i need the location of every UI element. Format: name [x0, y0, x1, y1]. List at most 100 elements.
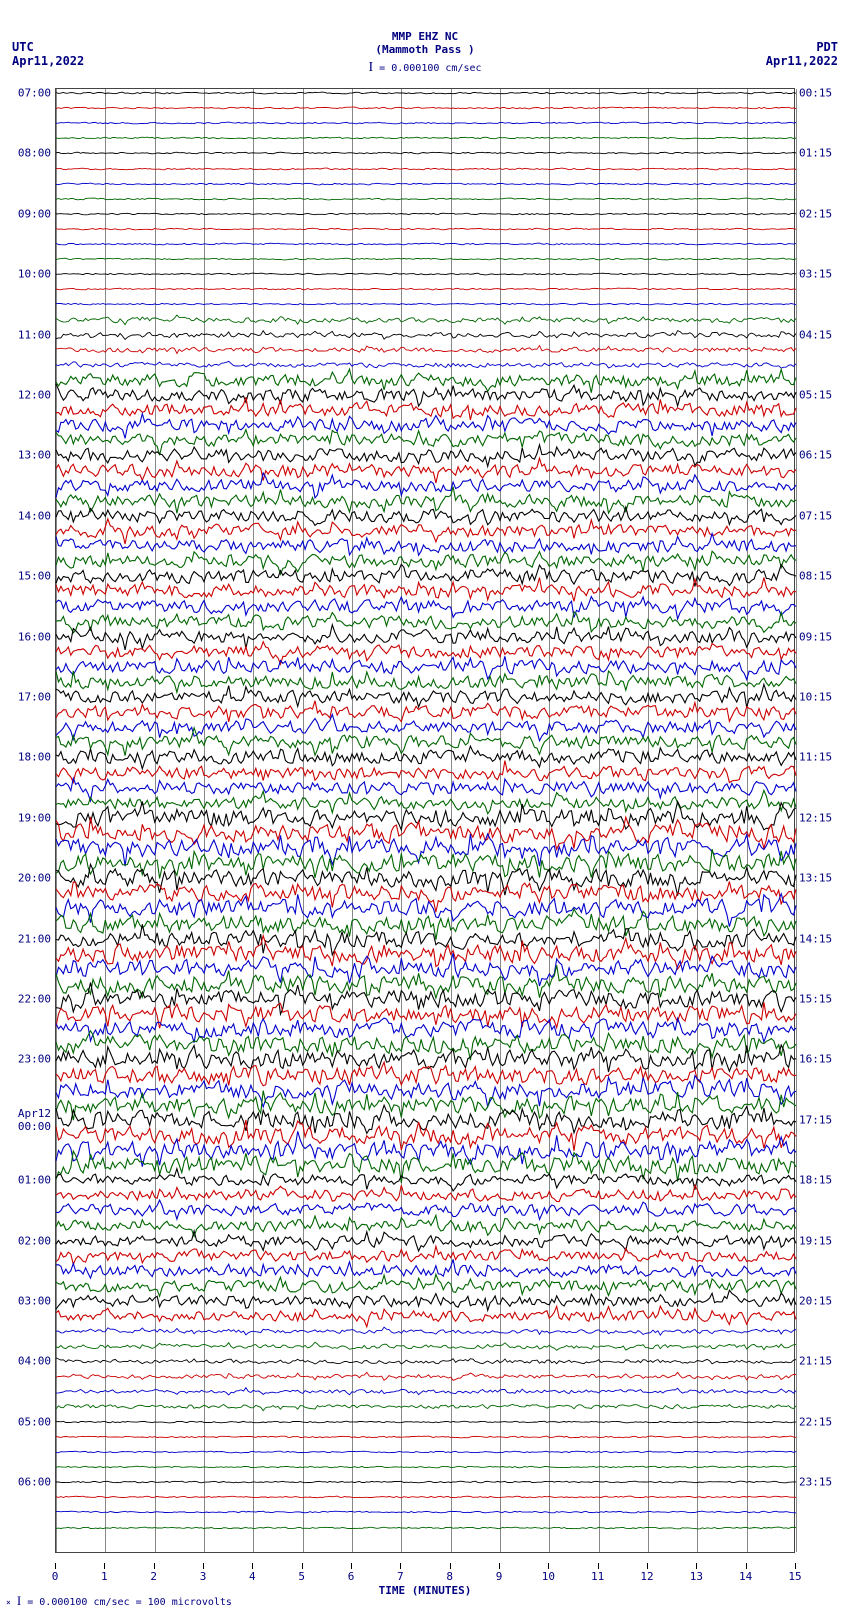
seismic-trace — [56, 1479, 796, 1485]
x-tick — [450, 1563, 451, 1569]
seismic-trace — [56, 1525, 796, 1531]
y-label-left: 21:00 — [6, 932, 51, 945]
y-label-right: 23:15 — [799, 1476, 844, 1489]
x-tick-label: 4 — [249, 1570, 256, 1583]
y-label-left: 18:00 — [6, 751, 51, 764]
x-tick — [252, 1563, 253, 1569]
y-label-left: 11:00 — [6, 328, 51, 341]
y-label-right: 02:15 — [799, 207, 844, 220]
y-label-left: 14:00 — [6, 509, 51, 522]
seismic-trace — [56, 241, 796, 247]
x-tick-label: 1 — [101, 1570, 108, 1583]
seismic-trace — [56, 1494, 796, 1500]
station-code: MMP EHZ NC — [0, 30, 850, 43]
y-label-right: 06:15 — [799, 449, 844, 462]
x-tick-label: 9 — [496, 1570, 503, 1583]
seismic-trace — [56, 196, 796, 202]
y-label-left: 22:00 — [6, 993, 51, 1006]
x-tick-label: 14 — [739, 1570, 752, 1583]
y-label-left: 13:00 — [6, 449, 51, 462]
seismic-trace — [56, 166, 796, 172]
x-tick-label: 7 — [397, 1570, 404, 1583]
y-label-left: 19:00 — [6, 811, 51, 824]
x-tick-label: 13 — [690, 1570, 703, 1583]
y-label-left: 05:00 — [6, 1415, 51, 1428]
x-tick — [696, 1563, 697, 1569]
y-label-right: 10:15 — [799, 691, 844, 704]
x-tick — [154, 1563, 155, 1569]
x-tick-label: 3 — [200, 1570, 207, 1583]
y-label-right: 19:15 — [799, 1234, 844, 1247]
y-label-left: 07:00 — [6, 87, 51, 100]
y-label-right: 18:15 — [799, 1174, 844, 1187]
seismic-trace — [56, 150, 796, 156]
seismic-trace — [56, 211, 796, 217]
x-tick — [55, 1563, 56, 1569]
x-tick-label: 5 — [298, 1570, 305, 1583]
x-tick — [400, 1563, 401, 1569]
y-label-left: Apr1200:00 — [6, 1107, 51, 1133]
seismic-trace — [56, 1384, 796, 1399]
gridline — [796, 89, 797, 1552]
seismic-trace — [56, 1354, 796, 1369]
y-label-left: 06:00 — [6, 1476, 51, 1489]
y-label-right: 09:15 — [799, 630, 844, 643]
y-label-right: 13:15 — [799, 872, 844, 885]
seismic-trace — [56, 1369, 796, 1384]
y-label-left: 02:00 — [6, 1234, 51, 1247]
x-tick-label: 6 — [348, 1570, 355, 1583]
y-label-left: 20:00 — [6, 872, 51, 885]
chart-header: MMP EHZ NC (Mammoth Pass ) — [0, 0, 850, 56]
footer-text: = 0.000100 cm/sec = 100 microvolts — [27, 1597, 232, 1608]
footer-scale: × I = 0.000100 cm/sec = 100 microvolts — [6, 1593, 232, 1609]
y-label-right: 05:15 — [799, 389, 844, 402]
seismic-trace — [56, 286, 796, 292]
x-tick — [647, 1563, 648, 1569]
y-label-left: 08:00 — [6, 147, 51, 160]
x-tick-label: 0 — [52, 1570, 59, 1583]
seismic-trace — [56, 1339, 796, 1354]
y-label-left: 17:00 — [6, 691, 51, 704]
y-label-right: 04:15 — [799, 328, 844, 341]
y-label-left: 04:00 — [6, 1355, 51, 1368]
x-tick — [499, 1563, 500, 1569]
y-label-left: 12:00 — [6, 389, 51, 402]
seismic-trace — [56, 105, 796, 111]
x-axis: TIME (MINUTES) 0123456789101112131415 — [55, 1553, 795, 1583]
y-label-right: 15:15 — [799, 993, 844, 1006]
seismic-trace — [56, 271, 796, 277]
x-tick-label: 2 — [150, 1570, 157, 1583]
x-tick-label: 12 — [640, 1570, 653, 1583]
scale-indicator: I = 0.000100 cm/sec — [0, 56, 850, 76]
x-tick — [795, 1563, 796, 1569]
x-tick — [746, 1563, 747, 1569]
y-label-left: 15:00 — [6, 570, 51, 583]
seismic-trace — [56, 1324, 796, 1339]
x-tick-label: 11 — [591, 1570, 604, 1583]
x-tick — [203, 1563, 204, 1569]
x-tick — [104, 1563, 105, 1569]
y-label-right: 14:15 — [799, 932, 844, 945]
y-label-right: 07:15 — [799, 509, 844, 522]
x-tick-label: 15 — [788, 1570, 801, 1583]
seismic-trace — [56, 1509, 796, 1515]
y-label-right: 12:15 — [799, 811, 844, 824]
y-label-right: 08:15 — [799, 570, 844, 583]
seismic-trace — [56, 181, 796, 187]
plot-area: 07:0008:0009:0010:0011:0012:0013:0014:00… — [55, 88, 795, 1553]
x-tick — [302, 1563, 303, 1569]
corner-top-left: UTC Apr11,2022 — [12, 40, 84, 68]
seismic-trace — [56, 1399, 796, 1414]
seismic-trace — [56, 1464, 796, 1470]
scale-text: = 0.000100 cm/sec — [379, 63, 481, 74]
y-label-left: 01:00 — [6, 1174, 51, 1187]
x-tick-label: 8 — [446, 1570, 453, 1583]
y-label-left: 09:00 — [6, 207, 51, 220]
y-label-right: 01:15 — [799, 147, 844, 160]
x-tick-label: 10 — [542, 1570, 555, 1583]
y-label-right: 21:15 — [799, 1355, 844, 1368]
y-label-right: 20:15 — [799, 1295, 844, 1308]
seismic-trace — [56, 256, 796, 262]
seismic-trace — [56, 301, 796, 307]
y-label-left: 16:00 — [6, 630, 51, 643]
